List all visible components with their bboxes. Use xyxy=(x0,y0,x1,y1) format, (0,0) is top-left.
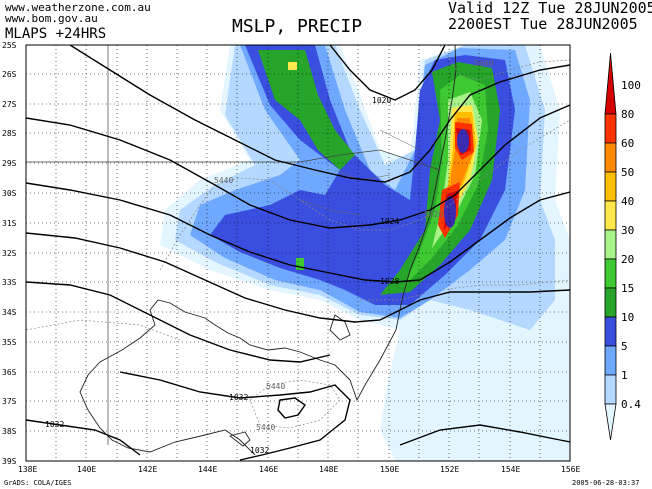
isobar-label-1032-c: 1032 xyxy=(250,446,269,455)
map-title: MSLP, PRECIP xyxy=(232,16,363,37)
local-time: 2200EST Tue 28JUN2005 xyxy=(448,15,638,33)
legend-swatch xyxy=(604,142,617,173)
lon-tick: 154E xyxy=(501,465,520,474)
legend-swatch xyxy=(604,113,617,144)
legend-swatch xyxy=(604,258,617,289)
legend-swatch xyxy=(604,229,617,260)
legend-label: 60 xyxy=(621,137,634,150)
plot-frame xyxy=(25,44,571,462)
lat-tick: 37S xyxy=(2,397,17,406)
longitude-axis: 138E 140E 142E 144E 146E 148E 150E 152E … xyxy=(18,465,580,474)
lat-tick: 28S xyxy=(2,129,17,138)
legend-label: 20 xyxy=(621,253,634,266)
lon-tick: 138E xyxy=(18,465,37,474)
site-url: www.weatherzone.com.au xyxy=(5,1,151,14)
lat-tick: 36S xyxy=(2,368,17,377)
tasmania-coast xyxy=(229,431,251,447)
lat-tick: 38S xyxy=(2,427,17,436)
precip-spot-yellow xyxy=(288,62,297,70)
precip-max-south xyxy=(444,196,456,228)
legend-label: 10 xyxy=(621,311,634,324)
lon-tick: 150E xyxy=(380,465,399,474)
coastline xyxy=(79,45,457,456)
thickness-contours xyxy=(26,45,570,429)
thickness-label-5520: 5520 xyxy=(424,210,443,219)
legend-label: 80 xyxy=(621,108,634,121)
bom-url: www.bom.gov.au xyxy=(5,12,98,25)
isobar-label-1020: 1020 xyxy=(372,96,391,105)
legend-label: 15 xyxy=(621,282,634,295)
legend-swatch xyxy=(604,374,617,405)
precip-region-15mm xyxy=(258,50,355,170)
legend-swatch xyxy=(604,287,617,318)
legend-label: 50 xyxy=(621,166,634,179)
lon-tick: 152E xyxy=(440,465,459,474)
legend-swatch xyxy=(604,316,617,347)
lon-tick: 144E xyxy=(198,465,217,474)
thickness-label-5600: 5600 xyxy=(474,59,493,68)
lat-tick: 34S xyxy=(2,308,17,317)
lat-tick: 35S xyxy=(2,338,17,347)
thickness-label-5440-b: 5440 xyxy=(266,382,285,391)
lon-tick: 142E xyxy=(138,465,157,474)
graticule xyxy=(26,45,570,461)
isobars xyxy=(26,45,570,461)
lat-tick: 26S xyxy=(2,70,17,79)
precip-max-north xyxy=(457,129,469,153)
precip-spot-green xyxy=(296,258,304,270)
lat-tick: 30S xyxy=(2,189,17,198)
lat-tick: 32S xyxy=(2,249,17,258)
precipitation-field xyxy=(160,45,570,461)
legend-swatch xyxy=(604,52,617,115)
thickness-label-5440-c: 5440 xyxy=(256,423,275,432)
lon-tick: 148E xyxy=(319,465,338,474)
grads-credit: GrADS: COLA/IGES xyxy=(4,479,72,487)
lon-tick: 156E xyxy=(561,465,580,474)
thickness-label-5440-a: 5440 xyxy=(214,176,233,185)
legend-label: 0.4 xyxy=(621,398,641,411)
legend-swatch xyxy=(604,403,617,441)
valid-time: Valid 12Z Tue 28JUN2005 xyxy=(448,0,652,17)
legend-label: 1 xyxy=(621,369,628,382)
legend-swatch xyxy=(604,171,617,202)
plot-area: 1020 1024 1028 1032 1032 1032 5600 5440 … xyxy=(26,45,570,461)
precip-legend: 100 80 60 50 40 30 20 15 10 5 1 0.4 xyxy=(604,52,641,441)
legend-label: 5 xyxy=(621,340,628,353)
lat-tick: 25S xyxy=(2,41,17,50)
legend-swatch xyxy=(604,345,617,376)
legend-label: 30 xyxy=(621,224,634,237)
legend-label: 40 xyxy=(621,195,634,208)
isobar-label-1024: 1024 xyxy=(380,217,399,226)
legend-swatch xyxy=(604,200,617,231)
lat-tick: 39S xyxy=(2,457,17,466)
model-label: MLAPS +24HRS xyxy=(5,26,107,42)
lon-tick: 140E xyxy=(77,465,96,474)
isobar-label-1032-a: 1032 xyxy=(229,393,248,402)
river-lines xyxy=(299,129,421,216)
legend-label: 100 xyxy=(621,79,641,92)
lat-tick: 29S xyxy=(2,159,17,168)
latitude-axis: 25S 26S 27S 28S 29S 30S 31S 32S 33S 34S … xyxy=(2,41,17,466)
isobar-labels: 1020 1024 1028 1032 1032 1032 xyxy=(45,96,399,455)
isobar-label-1032-b: 1032 xyxy=(45,420,64,429)
thickness-labels: 5600 5440 5520 5440 5440 xyxy=(214,59,493,432)
generation-time: 2005-06-28-03:37 xyxy=(572,479,640,487)
lat-tick: 27S xyxy=(2,100,17,109)
lat-tick: 33S xyxy=(2,278,17,287)
lat-tick: 31S xyxy=(2,219,17,228)
lon-tick: 146E xyxy=(259,465,278,474)
isobar-label-1028: 1028 xyxy=(380,277,399,286)
